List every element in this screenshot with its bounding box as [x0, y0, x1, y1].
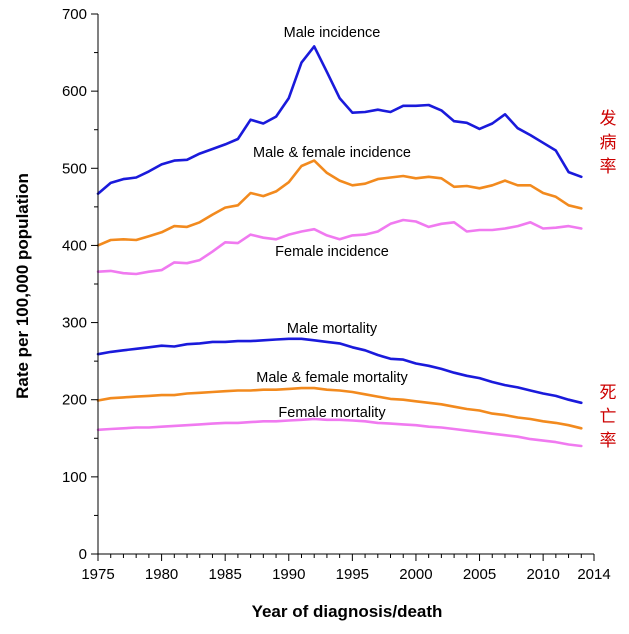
y-tick-label: 400: [62, 237, 87, 254]
annotation-char: 死: [600, 383, 617, 403]
series-label-male-mortality: Male mortality: [287, 321, 378, 337]
x-tick-label: 2000: [399, 566, 432, 583]
incidence-rate-annotation: 发病率: [600, 109, 617, 177]
annotation-char: 亡: [600, 407, 617, 427]
annotation-char: 病: [600, 133, 617, 153]
x-tick-label: 1995: [336, 566, 369, 583]
y-tick-label: 700: [62, 6, 87, 23]
annotation-char: 率: [600, 431, 617, 451]
series-line-3: [96, 218, 583, 276]
x-tick-label: 2005: [463, 566, 496, 583]
annotation-char: 率: [600, 157, 617, 177]
y-tick-label: 600: [62, 83, 87, 100]
mortality-rate-annotation: 死亡率: [600, 383, 617, 451]
y-tick-label: 0: [79, 546, 87, 563]
x-tick-label: 2010: [526, 566, 559, 583]
y-tick-label: 200: [62, 392, 87, 409]
series-label-both-incidence: Male & female incidence: [253, 145, 411, 161]
series-line-2: [96, 159, 583, 247]
x-tick-label: 1985: [208, 566, 241, 583]
series-line-6: [96, 417, 583, 448]
x-tick-label: 2014: [577, 566, 610, 583]
annotation-char: 发: [600, 109, 617, 129]
y-tick-label: 100: [62, 469, 87, 486]
series-label-female-incidence: Female incidence: [275, 244, 389, 260]
plot-lines: [96, 45, 583, 448]
series-line-5: [96, 386, 583, 430]
y-tick-label: 500: [62, 160, 87, 177]
x-axis-title: Year of diagnosis/death: [252, 602, 443, 621]
series-label-both-mortality: Male & female mortality: [256, 370, 408, 386]
x-tick-label: 1980: [145, 566, 178, 583]
x-tick-label: 1990: [272, 566, 305, 583]
series-line-1: [96, 45, 583, 195]
y-axis-title: Rate per 100,000 population: [13, 173, 32, 399]
y-axis: 0 100 200 300 400 500 600 700: [62, 6, 99, 563]
series-line-4: [96, 337, 583, 405]
y-tick-label: 300: [62, 315, 87, 332]
x-axis: 1975 1980 1985 1990 1995 2000 2005 2010 2014: [81, 553, 611, 583]
series-label-male-incidence: Male incidence: [284, 25, 381, 41]
series-label-female-mortality: Female mortality: [278, 405, 386, 421]
x-tick-label: 1975: [81, 566, 114, 583]
